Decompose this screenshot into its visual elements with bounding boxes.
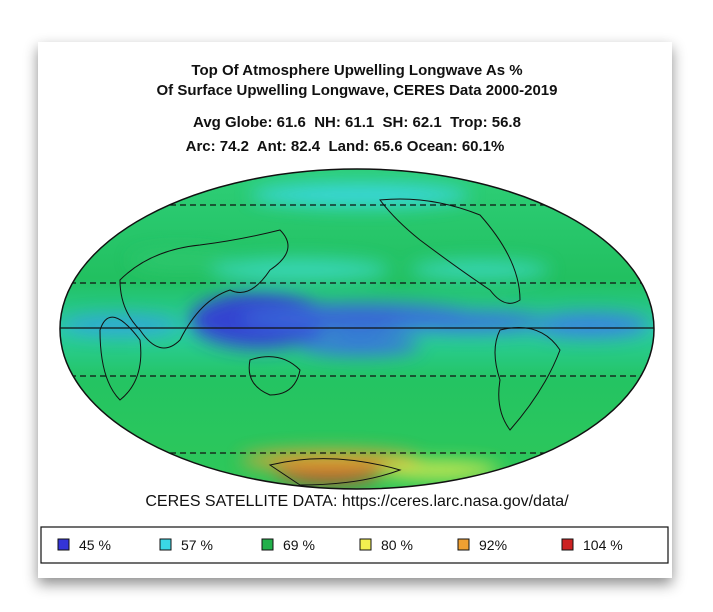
legend-label: 69 % bbox=[283, 537, 315, 553]
title-line: Top Of Atmosphere Upwelling Longwave As … bbox=[191, 62, 522, 79]
legend-label: 80 % bbox=[381, 537, 413, 553]
legend-swatch bbox=[57, 538, 70, 551]
map bbox=[60, 169, 654, 489]
stats-line: Avg Globe: 61.6 NH: 61.1 SH: 62.1 Trop: … bbox=[193, 114, 521, 131]
legend: 45 % 57 % 69 % 80 % 92% 104 % bbox=[57, 537, 623, 553]
legend-swatch bbox=[159, 538, 172, 551]
legend-label: 92% bbox=[479, 537, 507, 553]
legend-label: 104 % bbox=[583, 537, 623, 553]
legend-swatch bbox=[457, 538, 470, 551]
legend-label: 57 % bbox=[181, 537, 213, 553]
legend-swatch bbox=[261, 538, 274, 551]
legend-box bbox=[40, 526, 669, 564]
source-text: CERES SATELLITE DATA: https://ceres.larc… bbox=[145, 493, 569, 510]
legend-swatch bbox=[561, 538, 574, 551]
legend-swatch bbox=[359, 538, 372, 551]
title-line: Of Surface Upwelling Longwave, CERES Dat… bbox=[157, 82, 558, 99]
map-outline bbox=[59, 168, 655, 490]
legend-label: 45 % bbox=[79, 537, 111, 553]
stats-line: Arc: 74.2 Ant: 82.4 Land: 65.6 Ocean: 60… bbox=[186, 138, 505, 155]
